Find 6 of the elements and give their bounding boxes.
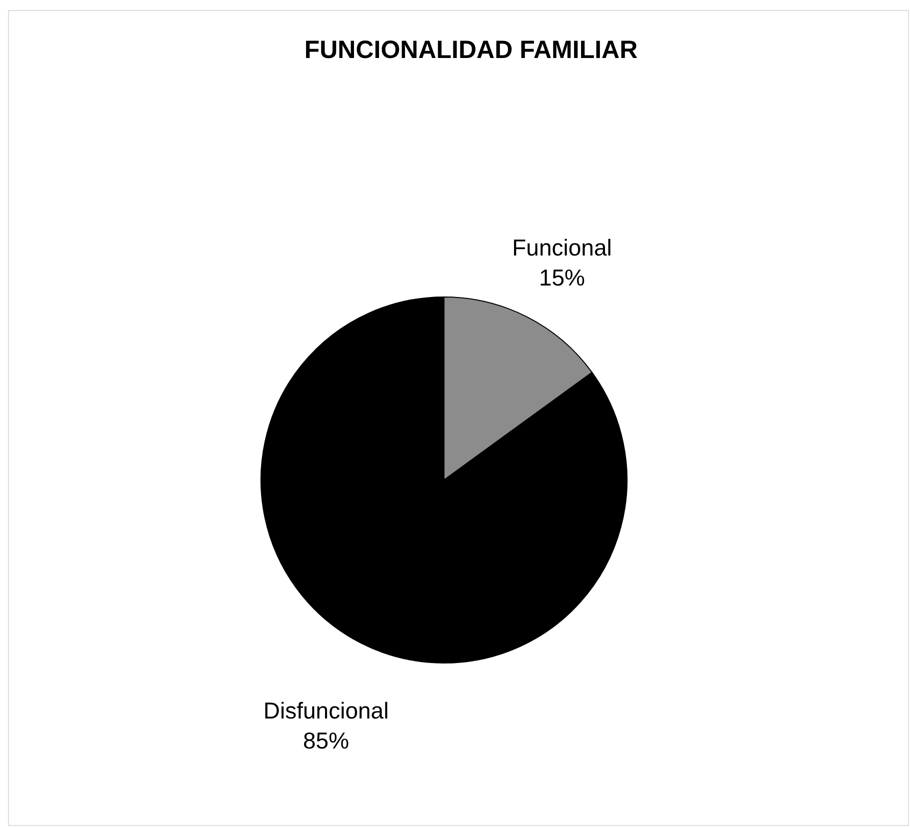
- slice-label: Disfuncional: [263, 698, 389, 724]
- chart-title: FUNCIONALIDAD FAMILIAR: [304, 36, 638, 64]
- slice-label: Funcional: [512, 234, 612, 260]
- data-label: 85%: [303, 728, 350, 754]
- pie-slice: [260, 296, 628, 664]
- data-label: 15%: [538, 264, 585, 290]
